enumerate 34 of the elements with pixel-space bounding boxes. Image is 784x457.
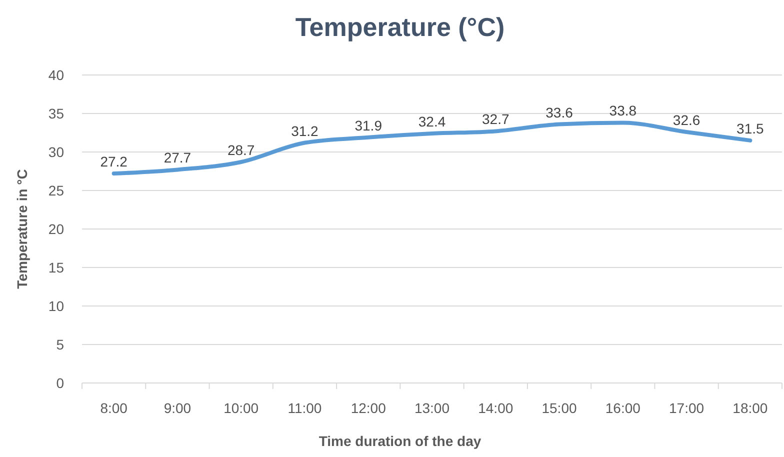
- x-tick-label: 18:00: [732, 400, 768, 416]
- chart-title: Temperature (°C): [295, 12, 505, 42]
- x-tick-label: 17:00: [669, 400, 704, 416]
- y-tick-label: 25: [48, 182, 64, 198]
- y-tick-label: 10: [48, 298, 64, 314]
- data-label: 32.7: [482, 111, 510, 128]
- x-tick-label: 8:00: [100, 400, 128, 416]
- x-tick-label: 15:00: [542, 400, 577, 416]
- data-label: 31.2: [291, 122, 319, 139]
- x-tick-label: 9:00: [164, 400, 192, 416]
- x-tick-label: 16:00: [605, 400, 641, 416]
- data-label: 27.2: [100, 154, 128, 170]
- y-tick-label: 30: [48, 144, 64, 160]
- x-tick-label: 13:00: [414, 400, 450, 416]
- x-tick-label: 11:00: [288, 400, 322, 416]
- y-tick-label: 40: [48, 67, 64, 83]
- data-label: 27.7: [164, 150, 192, 166]
- x-axis-title: Time duration of the day: [318, 433, 482, 449]
- x-tick-label: 14:00: [478, 400, 514, 416]
- data-label: 32.6: [672, 112, 700, 128]
- y-tick-label: 0: [56, 375, 64, 391]
- data-label: 28.7: [227, 142, 255, 158]
- data-label: 33.8: [609, 102, 637, 119]
- x-tick-label: 10:00: [224, 400, 259, 416]
- data-label: 33.6: [546, 104, 574, 120]
- data-label: 32.4: [418, 114, 446, 130]
- x-tick-label: 12:00: [350, 400, 386, 416]
- y-axis-title: Temperature in °C: [14, 169, 30, 289]
- y-tick-label: 15: [48, 260, 64, 276]
- data-label: 31.9: [354, 117, 382, 134]
- y-tick-label: 35: [48, 106, 64, 122]
- y-tick-label: 5: [56, 336, 64, 352]
- data-label: 31.5: [736, 120, 764, 136]
- y-tick-label: 20: [48, 221, 64, 237]
